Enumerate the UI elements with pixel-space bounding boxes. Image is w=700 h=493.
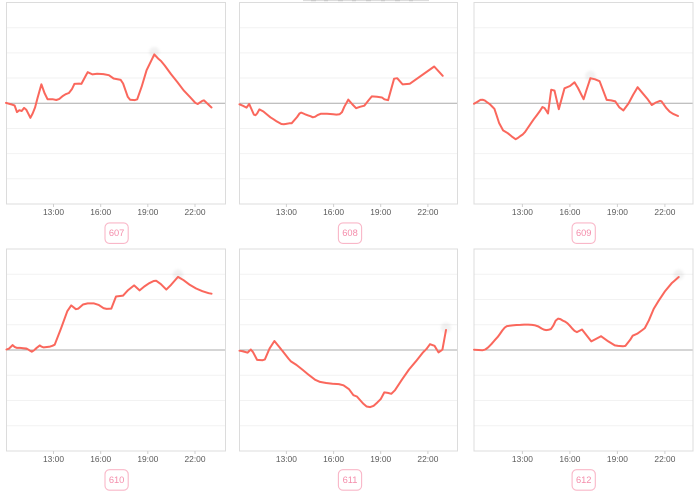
svg-text:610: 610 (109, 475, 125, 485)
svg-text:19:00: 19:00 (137, 207, 158, 217)
svg-text:16:00: 16:00 (323, 207, 344, 217)
svg-text:19:00: 19:00 (607, 454, 628, 464)
svg-text:13:00: 13:00 (512, 454, 533, 464)
svg-text:22:00: 22:00 (654, 207, 675, 217)
svg-text:607: 607 (109, 228, 125, 238)
svg-text:13:00: 13:00 (43, 454, 64, 464)
svg-text:16:00: 16:00 (323, 454, 344, 464)
svg-text:22:00: 22:00 (654, 454, 675, 464)
svg-text:13:00: 13:00 (512, 207, 533, 217)
svg-text:13:00: 13:00 (276, 454, 297, 464)
svg-text:19:00: 19:00 (607, 207, 628, 217)
svg-text:19:00: 19:00 (370, 454, 391, 464)
svg-text:13:00: 13:00 (276, 207, 297, 217)
svg-text:19:00: 19:00 (137, 454, 158, 464)
svg-text:22:00: 22:00 (185, 454, 206, 464)
svg-text:22:00: 22:00 (417, 454, 438, 464)
svg-text:16:00: 16:00 (559, 207, 580, 217)
svg-text:19:00: 19:00 (370, 207, 391, 217)
svg-text:608: 608 (342, 228, 358, 238)
svg-text:611: 611 (343, 475, 358, 485)
svg-text:22:00: 22:00 (417, 207, 438, 217)
svg-text:609: 609 (576, 228, 592, 238)
svg-text:22:00: 22:00 (185, 207, 206, 217)
svg-text:16:00: 16:00 (90, 207, 111, 217)
svg-text:16:00: 16:00 (559, 454, 580, 464)
svg-text:13:00: 13:00 (43, 207, 64, 217)
svg-text:16:00: 16:00 (90, 454, 111, 464)
svg-text:612: 612 (576, 475, 592, 485)
